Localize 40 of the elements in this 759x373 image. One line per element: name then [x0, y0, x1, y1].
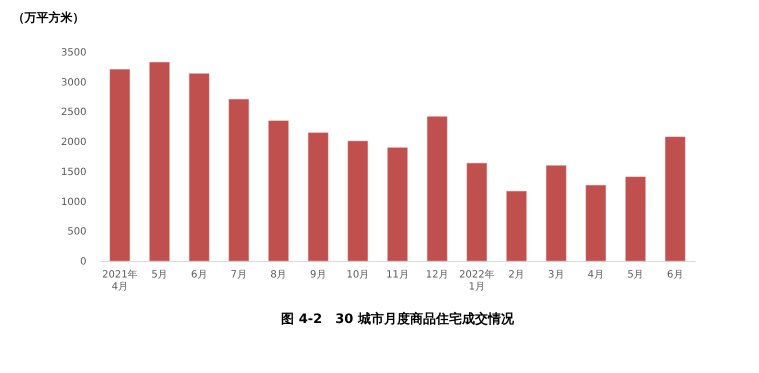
x-tick-label: 7月: [230, 270, 248, 280]
bar: [625, 176, 646, 262]
bar: [228, 98, 250, 262]
x-tick-label: 11月: [386, 270, 409, 280]
y-tick-label: 3000: [61, 77, 86, 88]
x-tick-label: 10月: [346, 270, 370, 280]
bar: [149, 62, 170, 262]
x-tick-label: 6月: [190, 270, 208, 280]
text: 图 4-2 30 城市月度商品住宅成交情况: [281, 311, 515, 327]
bar: [268, 120, 289, 262]
bar: [387, 147, 408, 262]
y-tick-label: 500: [67, 226, 86, 238]
bar: [586, 184, 606, 262]
x-tick-label: 8月: [270, 270, 287, 280]
bar: [426, 116, 448, 262]
y-tick-label: 0: [80, 256, 86, 268]
x-tick-label: 2022年 1月: [459, 268, 495, 292]
bar: [466, 162, 488, 262]
x-tick-label: 2021年 4月: [102, 268, 138, 292]
y-tick-label: 1000: [61, 196, 86, 208]
x-tick-label: 5月: [627, 270, 644, 280]
bar: [506, 190, 527, 262]
y-tick-label: 2500: [61, 107, 86, 118]
bar: [664, 136, 686, 262]
x-tick-label: 9月: [310, 270, 326, 280]
y-tick-label: 1500: [61, 166, 86, 178]
bar: [110, 69, 130, 262]
bar: [188, 73, 210, 262]
bar: [348, 140, 368, 262]
x-tick-label: 5月: [151, 270, 168, 280]
x-tick-label: 3月: [548, 270, 564, 280]
bar: [308, 132, 328, 262]
x-tick-label: 12月: [426, 270, 449, 280]
bar: [546, 165, 566, 262]
y-axis-title: （万平方米）: [12, 10, 84, 24]
x-tick-label: 4月: [588, 270, 604, 280]
y-tick-label: 3500: [61, 48, 86, 58]
x-tick-label: 6月: [666, 270, 684, 280]
y-tick-label: 2000: [61, 137, 86, 148]
x-tick-label: 2月: [508, 270, 525, 280]
